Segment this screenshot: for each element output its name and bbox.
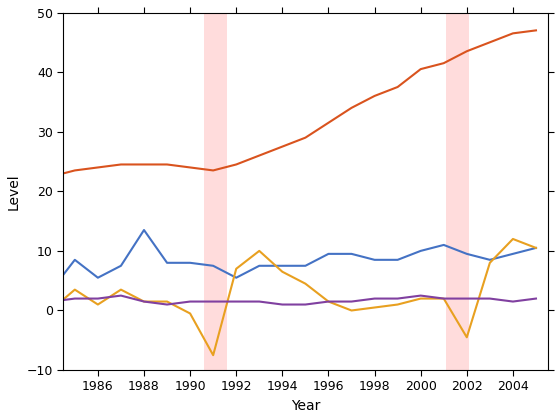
Bar: [204, 13, 227, 370]
Y-axis label: Level: Level: [7, 173, 21, 210]
Bar: [446, 13, 469, 370]
X-axis label: Year: Year: [291, 399, 320, 413]
